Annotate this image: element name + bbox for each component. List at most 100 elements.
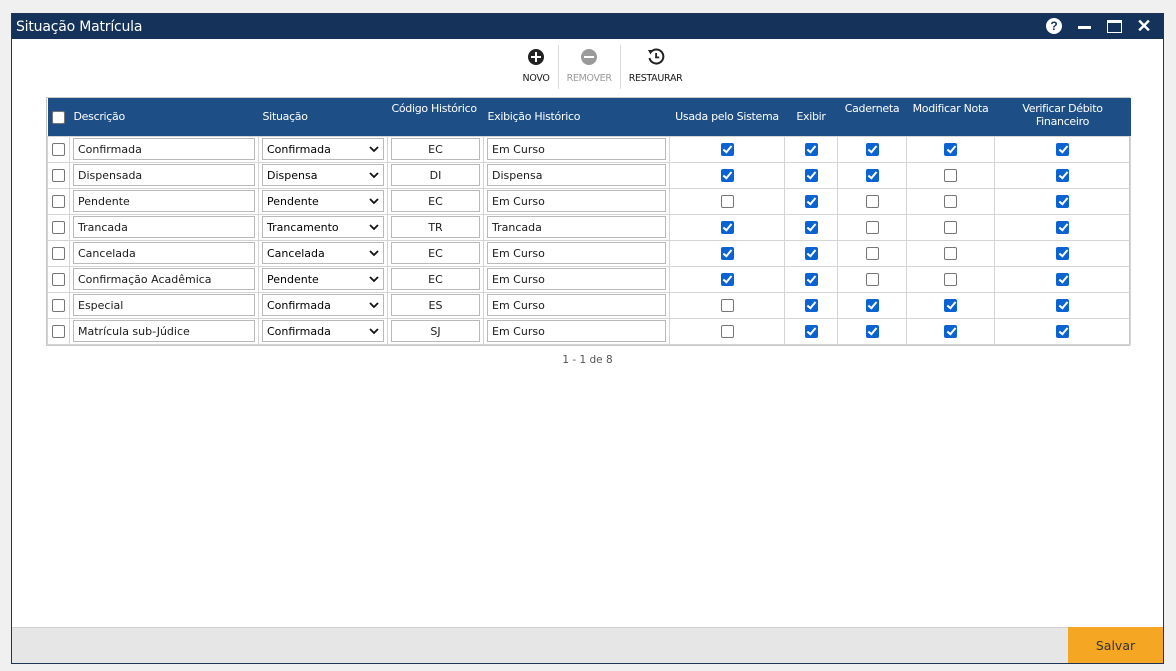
exibicao-input[interactable]: Em Curso	[487, 138, 666, 160]
modificar-checkbox[interactable]	[944, 220, 957, 234]
caderneta-checkbox[interactable]	[865, 220, 879, 234]
exibicao-cell: Em Curso	[483, 187, 670, 215]
verificar-checkbox[interactable]	[1056, 220, 1069, 234]
row-select-checkbox[interactable]	[52, 272, 65, 286]
descricao-input[interactable]: Pendente	[73, 190, 255, 212]
exibir-checkbox[interactable]	[804, 272, 818, 286]
usada-checkbox[interactable]	[720, 246, 734, 260]
maximize-button[interactable]	[1105, 17, 1123, 35]
help-button[interactable]: ?	[1045, 17, 1063, 35]
situacao-select[interactable]: Cancelada	[262, 242, 384, 264]
codigo-input[interactable]: EC	[391, 138, 480, 160]
col-caderneta[interactable]: Caderneta	[837, 98, 907, 136]
row-select-checkbox[interactable]	[52, 246, 65, 260]
descricao-input[interactable]: Dispensada	[73, 164, 255, 186]
minimize-button[interactable]	[1075, 17, 1093, 35]
codigo-input[interactable]: EC	[391, 190, 480, 212]
exibicao-input[interactable]: Em Curso	[487, 190, 666, 212]
col-exibicao-historico[interactable]: Exibição Histórico	[483, 98, 670, 136]
codigo-input[interactable]: ES	[391, 294, 480, 316]
verificar-checkbox[interactable]	[1056, 298, 1069, 312]
verificar-checkbox[interactable]	[1056, 168, 1069, 182]
exibir-checkbox[interactable]	[804, 142, 818, 156]
close-button[interactable]: ✕	[1135, 17, 1153, 35]
verificar-checkbox[interactable]	[1056, 194, 1069, 208]
row-select-checkbox[interactable]	[52, 168, 65, 182]
modificar-checkbox[interactable]	[944, 272, 957, 286]
codigo-value: SJ	[430, 324, 441, 338]
caderneta-checkbox[interactable]	[865, 194, 879, 208]
row-select-checkbox[interactable]	[52, 142, 65, 156]
verificar-checkbox[interactable]	[1056, 142, 1069, 156]
select-all-checkbox[interactable]	[51, 110, 65, 124]
modificar-checkbox[interactable]	[944, 194, 957, 208]
caderneta-checkbox[interactable]	[865, 272, 879, 286]
descricao-input[interactable]: Matrícula sub-Júdice	[73, 320, 255, 342]
row-select-checkbox[interactable]	[52, 298, 65, 312]
situacao-select[interactable]: Pendente	[262, 190, 384, 212]
caderneta-checkbox[interactable]	[865, 246, 879, 260]
usada-checkbox[interactable]	[720, 298, 734, 312]
verificar-checkbox[interactable]	[1056, 324, 1069, 338]
exibir-checkbox[interactable]	[804, 168, 818, 182]
exibicao-input[interactable]: Dispensa	[487, 164, 666, 186]
exibir-checkbox[interactable]	[804, 298, 818, 312]
col-exibir[interactable]: Exibir	[784, 98, 838, 136]
usada-checkbox[interactable]	[720, 324, 734, 338]
situacao-select[interactable]: Pendente	[262, 268, 384, 290]
situacao-select[interactable]: Trancamento	[262, 216, 384, 238]
descricao-input[interactable]: Trancada	[73, 216, 255, 238]
exibir-checkbox[interactable]	[804, 324, 818, 338]
usada-checkbox[interactable]	[720, 168, 734, 182]
situacao-select[interactable]: Dispensa	[262, 164, 384, 186]
exibicao-input[interactable]: Em Curso	[487, 268, 666, 290]
usada-checkbox[interactable]	[720, 220, 734, 234]
modificar-checkbox[interactable]	[944, 246, 957, 260]
exibir-checkbox[interactable]	[804, 246, 818, 260]
col-verificar-debito[interactable]: Verificar Débito Financeiro	[994, 98, 1131, 136]
exibicao-input[interactable]: Trancada	[487, 216, 666, 238]
verificar-checkbox[interactable]	[1056, 246, 1069, 260]
codigo-input[interactable]: SJ	[391, 320, 480, 342]
row-select-checkbox[interactable]	[52, 220, 65, 234]
modificar-checkbox[interactable]	[944, 298, 957, 312]
col-descricao[interactable]: Descrição	[69, 98, 259, 136]
situacao-select[interactable]: Confirmada	[262, 320, 384, 342]
exibicao-input[interactable]: Em Curso	[487, 294, 666, 316]
col-codigo-historico[interactable]: Código Histórico	[387, 98, 484, 136]
exibicao-input[interactable]: Em Curso	[487, 242, 666, 264]
caderneta-checkbox[interactable]	[865, 142, 879, 156]
modificar-checkbox[interactable]	[944, 168, 957, 182]
row-select-checkbox[interactable]	[52, 324, 65, 338]
descricao-input[interactable]: Confirmação Acadêmica	[73, 268, 255, 290]
col-usada-pelo-sistema[interactable]: Usada pelo Sistema	[669, 98, 785, 136]
situacao-select[interactable]: Confirmada	[262, 138, 384, 160]
descricao-input[interactable]: Confirmada	[73, 138, 255, 160]
modificar-checkbox[interactable]	[944, 324, 957, 338]
novo-button[interactable]: NOVO	[515, 44, 558, 90]
codigo-input[interactable]: DI	[391, 164, 480, 186]
modificar-checkbox[interactable]	[944, 142, 957, 156]
codigo-input[interactable]: TR	[391, 216, 480, 238]
descricao-input[interactable]: Especial	[73, 294, 255, 316]
usada-checkbox[interactable]	[720, 272, 734, 286]
usada-checkbox[interactable]	[720, 142, 734, 156]
codigo-input[interactable]: EC	[391, 242, 480, 264]
restaurar-button[interactable]: RESTAURAR	[621, 44, 691, 90]
save-button[interactable]: Salvar	[1068, 627, 1163, 663]
verificar-checkbox[interactable]	[1056, 272, 1069, 286]
descricao-input[interactable]: Cancelada	[73, 242, 255, 264]
exibir-checkbox[interactable]	[804, 220, 818, 234]
row-select-checkbox[interactable]	[52, 194, 65, 208]
usada-checkbox[interactable]	[720, 194, 734, 208]
exibicao-input[interactable]: Em Curso	[487, 320, 666, 342]
col-modificar-nota[interactable]: Modificar Nota	[906, 98, 995, 136]
col-situacao[interactable]: Situação	[258, 98, 388, 136]
caderneta-checkbox[interactable]	[865, 324, 879, 338]
caderneta-checkbox[interactable]	[865, 168, 879, 182]
exibir-checkbox[interactable]	[804, 194, 818, 208]
codigo-input[interactable]: EC	[391, 268, 480, 290]
situacao-select[interactable]: Confirmada	[262, 294, 384, 316]
remover-button[interactable]: REMOVER	[559, 44, 620, 90]
caderneta-checkbox[interactable]	[865, 298, 879, 312]
